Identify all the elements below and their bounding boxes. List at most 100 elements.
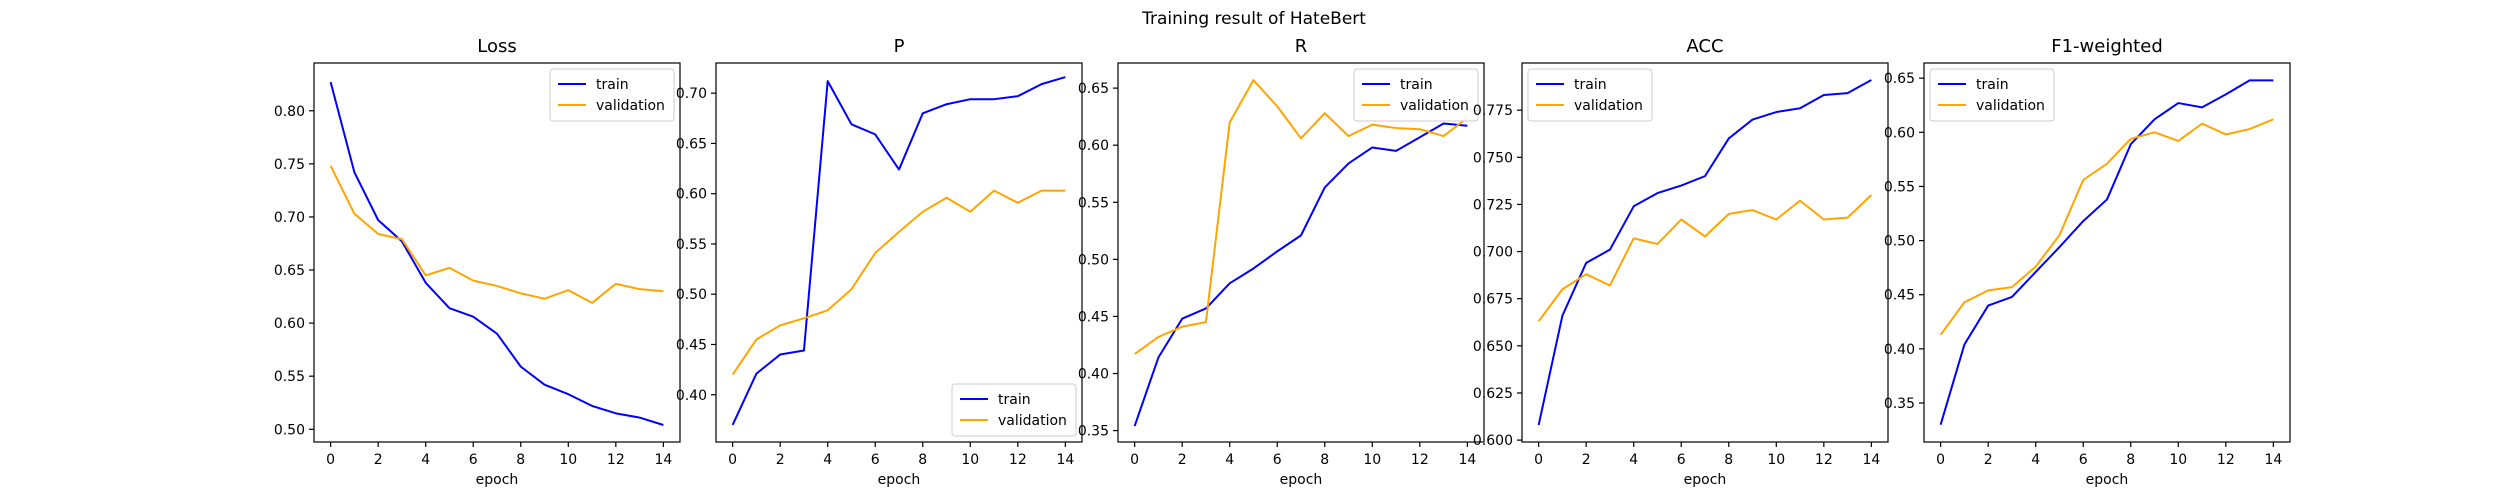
x-tick-label: 4 (1629, 452, 1638, 468)
y-tick-label: 0.55 (676, 237, 707, 253)
x-tick-label: 14 (1862, 452, 1880, 468)
series-line-validation (1939, 118, 2274, 336)
series-line-train (329, 81, 664, 426)
y-tick-label: 0.40 (1078, 367, 1109, 383)
x-tick-label: 6 (1273, 452, 1282, 468)
axes-frame (1117, 62, 1485, 443)
x-tick-label: 0 (1936, 452, 1945, 468)
y-tick-label: 0.55 (274, 369, 305, 385)
y-tick-label: 0.50 (676, 287, 707, 303)
x-tick-label: 0 (1130, 452, 1139, 468)
figure-title: Training result of HateBert (1141, 9, 1366, 29)
legend-label-validation: validation (596, 98, 665, 114)
y-tick-label: 0.40 (676, 388, 707, 404)
x-tick-label: 2 (1984, 452, 1993, 468)
y-tick-label: 0.55 (1884, 179, 1915, 195)
x-tick-label: 4 (2031, 452, 2040, 468)
x-tick-label: 14 (1458, 452, 1476, 468)
subplot-f1-weighted: F1-weighted 0 2 4 6 8 10 12 14 0.35 0.40 0.45 0.50 0.… (1884, 36, 2291, 488)
x-tick-label: 10 (1767, 452, 1785, 468)
y-tick-label: 0.675 (1473, 292, 1513, 308)
y-tick-label: 0.35 (1884, 396, 1915, 412)
x-axis-label: epoch (2086, 472, 2129, 488)
subplot-title: P (894, 36, 905, 57)
legend-box (1929, 68, 2055, 122)
x-tick-label: 6 (1677, 452, 1686, 468)
x-tick-label: 10 (559, 452, 577, 468)
x-axis-label: epoch (1280, 472, 1323, 488)
y-tick-label: 0.55 (1078, 195, 1109, 211)
legend: train validation (951, 383, 1077, 437)
x-tick-label: 10 (1363, 452, 1381, 468)
subplot-title: F1-weighted (2051, 36, 2163, 57)
subplot-title: Loss (477, 36, 516, 57)
y-tick-label: 0.650 (1473, 339, 1513, 355)
legend-label-validation: validation (998, 413, 1067, 429)
y-tick-label: 0.60 (1884, 125, 1915, 141)
x-tick-label: 4 (823, 452, 832, 468)
x-tick-label: 14 (654, 452, 672, 468)
x-tick-label: 12 (2217, 452, 2235, 468)
x-tick-label: 12 (1009, 452, 1027, 468)
axes-frame (1521, 62, 1889, 443)
x-tick-label: 10 (2169, 452, 2187, 468)
legend: train validation (549, 68, 675, 122)
y-tick-label: 0.80 (274, 104, 305, 120)
legend-label-train: train (1574, 77, 1607, 93)
legend-label-validation: validation (1976, 98, 2045, 114)
axes-frame (313, 62, 681, 443)
legend-label-validation: validation (1400, 98, 1469, 114)
series-line-validation (1537, 194, 1873, 322)
y-tick-label: 0.60 (676, 187, 707, 203)
axes-frame (715, 62, 1083, 443)
series-line-validation (329, 165, 664, 304)
y-tick-label: 0.75 (274, 157, 305, 173)
x-tick-label: 6 (871, 452, 880, 468)
y-tick-label: 0.40 (1884, 342, 1915, 358)
y-tick-label: 0.45 (1078, 309, 1109, 325)
y-tick-label: 0.65 (274, 263, 305, 279)
y-tick-label: 0.625 (1473, 386, 1513, 402)
y-tick-label: 0.70 (274, 210, 305, 226)
x-axis-label: epoch (1684, 472, 1727, 488)
legend-box (951, 383, 1077, 437)
y-tick-label: 0.70 (676, 86, 707, 102)
x-tick-label: 8 (1724, 452, 1733, 468)
y-tick-label: 0.725 (1473, 197, 1513, 213)
y-tick-label: 0.35 (1078, 424, 1109, 440)
y-tick-label: 0.45 (676, 337, 707, 353)
x-tick-label: 2 (374, 452, 383, 468)
subplot-title: R (1295, 36, 1308, 57)
x-tick-label: 0 (728, 452, 737, 468)
legend-box (549, 68, 675, 122)
axes-frame (1923, 62, 2291, 443)
x-tick-label: 2 (1178, 452, 1187, 468)
series-line-train (1537, 79, 1872, 426)
x-tick-label: 8 (1320, 452, 1329, 468)
y-tick-label: 0.775 (1473, 103, 1513, 119)
y-tick-label: 0.60 (274, 316, 305, 332)
legend: train validation (1353, 68, 1479, 122)
subplot-title: ACC (1686, 36, 1723, 57)
x-tick-label: 8 (516, 452, 525, 468)
series-line-train (1939, 79, 2274, 425)
x-tick-label: 12 (1815, 452, 1833, 468)
x-tick-label: 2 (1582, 452, 1591, 468)
subplot-loss: Loss 0 2 4 6 8 10 12 14 0.50 0.55 0.60 0.65 0.70 0.75 0… (274, 36, 681, 488)
series-line-train (1133, 122, 1468, 427)
subplot-p: P 0 2 4 6 8 10 12 14 0.40 0.45 0.50 0.55 0.60 0.65 0.70… (676, 36, 1083, 488)
y-tick-label: 0.600 (1473, 433, 1513, 449)
y-tick-label: 0.60 (1078, 138, 1109, 154)
y-tick-label: 0.65 (1078, 81, 1109, 97)
y-tick-label: 0.750 (1473, 150, 1513, 166)
legend-label-train: train (596, 77, 629, 93)
y-tick-label: 0.45 (1884, 288, 1915, 304)
subplot-r: R 0 2 4 6 8 10 12 14 0.35 0.40 0.45 0.50 0.55 0.60 0.65… (1078, 36, 1485, 488)
legend-label-train: train (998, 392, 1031, 408)
series-line-train (731, 76, 1066, 426)
legend-label-train: train (1976, 77, 2009, 93)
x-tick-label: 12 (607, 452, 625, 468)
x-tick-label: 0 (326, 452, 335, 468)
x-tick-label: 8 (918, 452, 927, 468)
